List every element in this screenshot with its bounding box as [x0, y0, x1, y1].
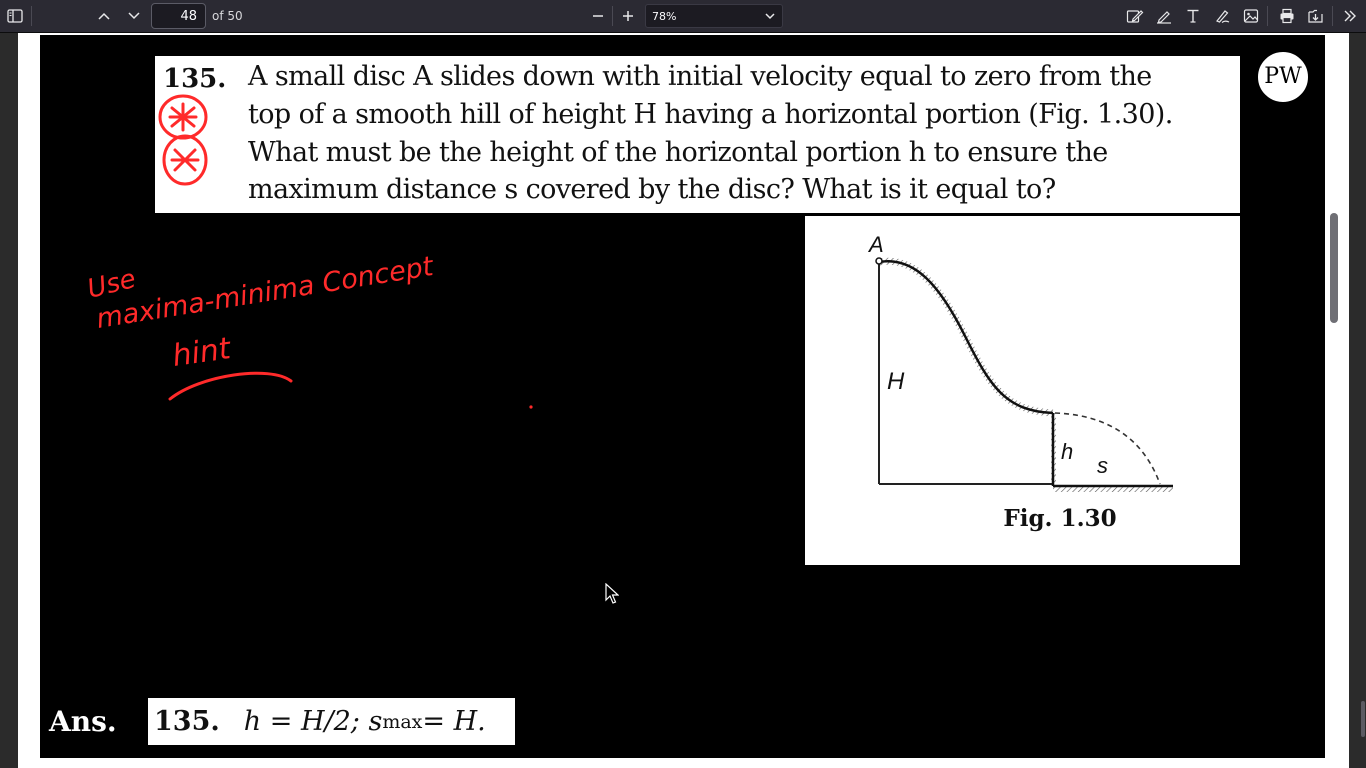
mouse-cursor-icon — [605, 583, 619, 604]
answer-number: 135. — [154, 706, 220, 737]
pdf-page: 135. A small disc A slides down with ini… — [18, 33, 1349, 768]
toolbar-separator — [1332, 6, 1333, 26]
answer-label: Ans. — [49, 705, 117, 738]
scroll-indicator — [1361, 701, 1365, 737]
chevron-down-icon — [765, 13, 775, 20]
answer-h-part: h = H/2; s — [243, 706, 383, 737]
slide-frame: 135. A small disc A slides down with ini… — [40, 35, 1325, 758]
answer-box: 135. h = H/2; s max = H. — [148, 698, 515, 745]
answer-s-part: = H. — [422, 706, 486, 737]
label-s: s — [1097, 453, 1108, 478]
toolbar-separator — [31, 6, 32, 26]
trajectory — [1054, 412, 1161, 485]
question-line-4: maximum distance s covered by the disc? … — [248, 174, 1056, 205]
toolbar-separator — [1267, 6, 1268, 26]
next-page-chevron-down-icon[interactable] — [122, 0, 146, 32]
pdf-viewer[interactable]: 135. A small disc A slides down with ini… — [0, 33, 1366, 768]
question-box: 135. A small disc A slides down with ini… — [155, 56, 1240, 213]
question-line-1: A small disc A slides down with initial … — [248, 61, 1152, 92]
zoom-value: 78% — [652, 9, 677, 23]
highlight-icon[interactable] — [1123, 0, 1147, 32]
pdf-toolbar: of 50 78% — [0, 0, 1366, 33]
answer-sub: max — [382, 710, 423, 733]
zoom-select[interactable]: 78% — [645, 4, 783, 28]
label-a: A — [867, 232, 884, 257]
image-icon[interactable] — [1239, 0, 1263, 32]
figure-caption: Fig. 1.30 — [1003, 505, 1117, 532]
question-line-3: What must be the height of the horizonta… — [248, 137, 1108, 168]
ground-hatch — [1053, 486, 1173, 492]
draw-icon[interactable] — [1152, 0, 1176, 32]
disc-a — [875, 257, 883, 265]
toolbar-separator — [612, 6, 613, 26]
label-H: H — [887, 368, 905, 395]
zoom-out-minus-icon[interactable] — [586, 0, 610, 32]
zoom-in-plus-icon[interactable] — [616, 0, 640, 32]
question-line-2: top of a smooth hill of height H having … — [248, 99, 1173, 130]
pw-logo: PW — [1255, 49, 1311, 105]
hill-surface — [878, 259, 1054, 415]
text-icon[interactable] — [1181, 0, 1205, 32]
label-h: h — [1061, 439, 1073, 464]
previous-page-chevron-up-icon[interactable] — [92, 0, 116, 32]
signature-icon[interactable] — [1210, 0, 1234, 32]
figure-1-30: A H h s Fig. 1.30 — [805, 216, 1240, 565]
print-icon[interactable] — [1275, 0, 1299, 32]
page-count-label: of 50 — [212, 9, 243, 23]
save-icon[interactable] — [1304, 0, 1328, 32]
hill-diagram: A H h s — [867, 232, 1173, 492]
question-number: 135. — [163, 64, 227, 94]
page-number-input[interactable] — [151, 3, 206, 29]
vertical-scrollbar-thumb[interactable] — [1330, 213, 1338, 323]
overflow-icon[interactable] — [1338, 0, 1362, 32]
sidebar-toggle-icon[interactable] — [3, 0, 27, 32]
